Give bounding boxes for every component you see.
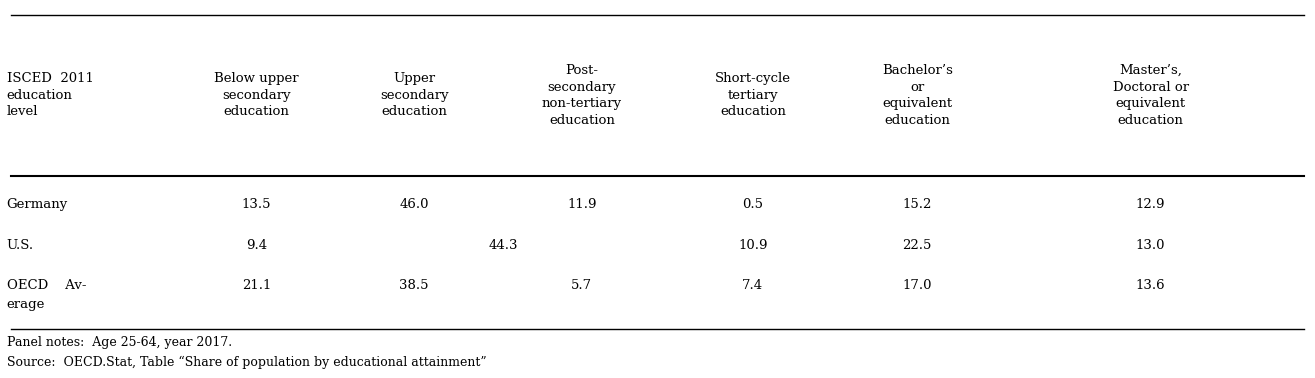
Text: Below upper
secondary
education: Below upper secondary education bbox=[214, 72, 299, 118]
Text: Master’s,
Doctoral or
equivalent
education: Master’s, Doctoral or equivalent educati… bbox=[1112, 64, 1189, 127]
Text: 11.9: 11.9 bbox=[567, 198, 597, 211]
Text: 46.0: 46.0 bbox=[400, 198, 429, 211]
Text: 12.9: 12.9 bbox=[1136, 198, 1165, 211]
Text: 22.5: 22.5 bbox=[902, 239, 932, 252]
Text: Panel notes:  Age 25-64, year 2017.: Panel notes: Age 25-64, year 2017. bbox=[7, 336, 231, 349]
Text: 13.6: 13.6 bbox=[1136, 279, 1165, 292]
Text: 44.3: 44.3 bbox=[488, 239, 518, 252]
Text: U.S.: U.S. bbox=[7, 239, 34, 252]
Text: 9.4: 9.4 bbox=[246, 239, 267, 252]
Text: OECD    Av-: OECD Av- bbox=[7, 279, 85, 292]
Text: Upper
secondary
education: Upper secondary education bbox=[380, 72, 448, 118]
Text: 15.2: 15.2 bbox=[902, 198, 932, 211]
Text: 38.5: 38.5 bbox=[400, 279, 429, 292]
Text: 17.0: 17.0 bbox=[902, 279, 932, 292]
Text: ISCED  2011
education
level: ISCED 2011 education level bbox=[7, 72, 93, 118]
Text: 13.0: 13.0 bbox=[1136, 239, 1165, 252]
Text: Bachelor’s
or
equivalent
education: Bachelor’s or equivalent education bbox=[882, 64, 952, 127]
Text: 13.5: 13.5 bbox=[242, 198, 271, 211]
Text: 7.4: 7.4 bbox=[742, 279, 764, 292]
Text: Short-cycle
tertiary
education: Short-cycle tertiary education bbox=[715, 72, 790, 118]
Text: 10.9: 10.9 bbox=[738, 239, 768, 252]
Text: Source:  OECD.Stat, Table “Share of population by educational attainment”: Source: OECD.Stat, Table “Share of popul… bbox=[7, 355, 487, 369]
Text: Germany: Germany bbox=[7, 198, 68, 211]
Text: 5.7: 5.7 bbox=[571, 279, 593, 292]
Text: 21.1: 21.1 bbox=[242, 279, 271, 292]
Text: 0.5: 0.5 bbox=[743, 198, 763, 211]
Text: Post-
secondary
non-tertiary
education: Post- secondary non-tertiary education bbox=[542, 64, 622, 127]
Text: erage: erage bbox=[7, 298, 45, 311]
